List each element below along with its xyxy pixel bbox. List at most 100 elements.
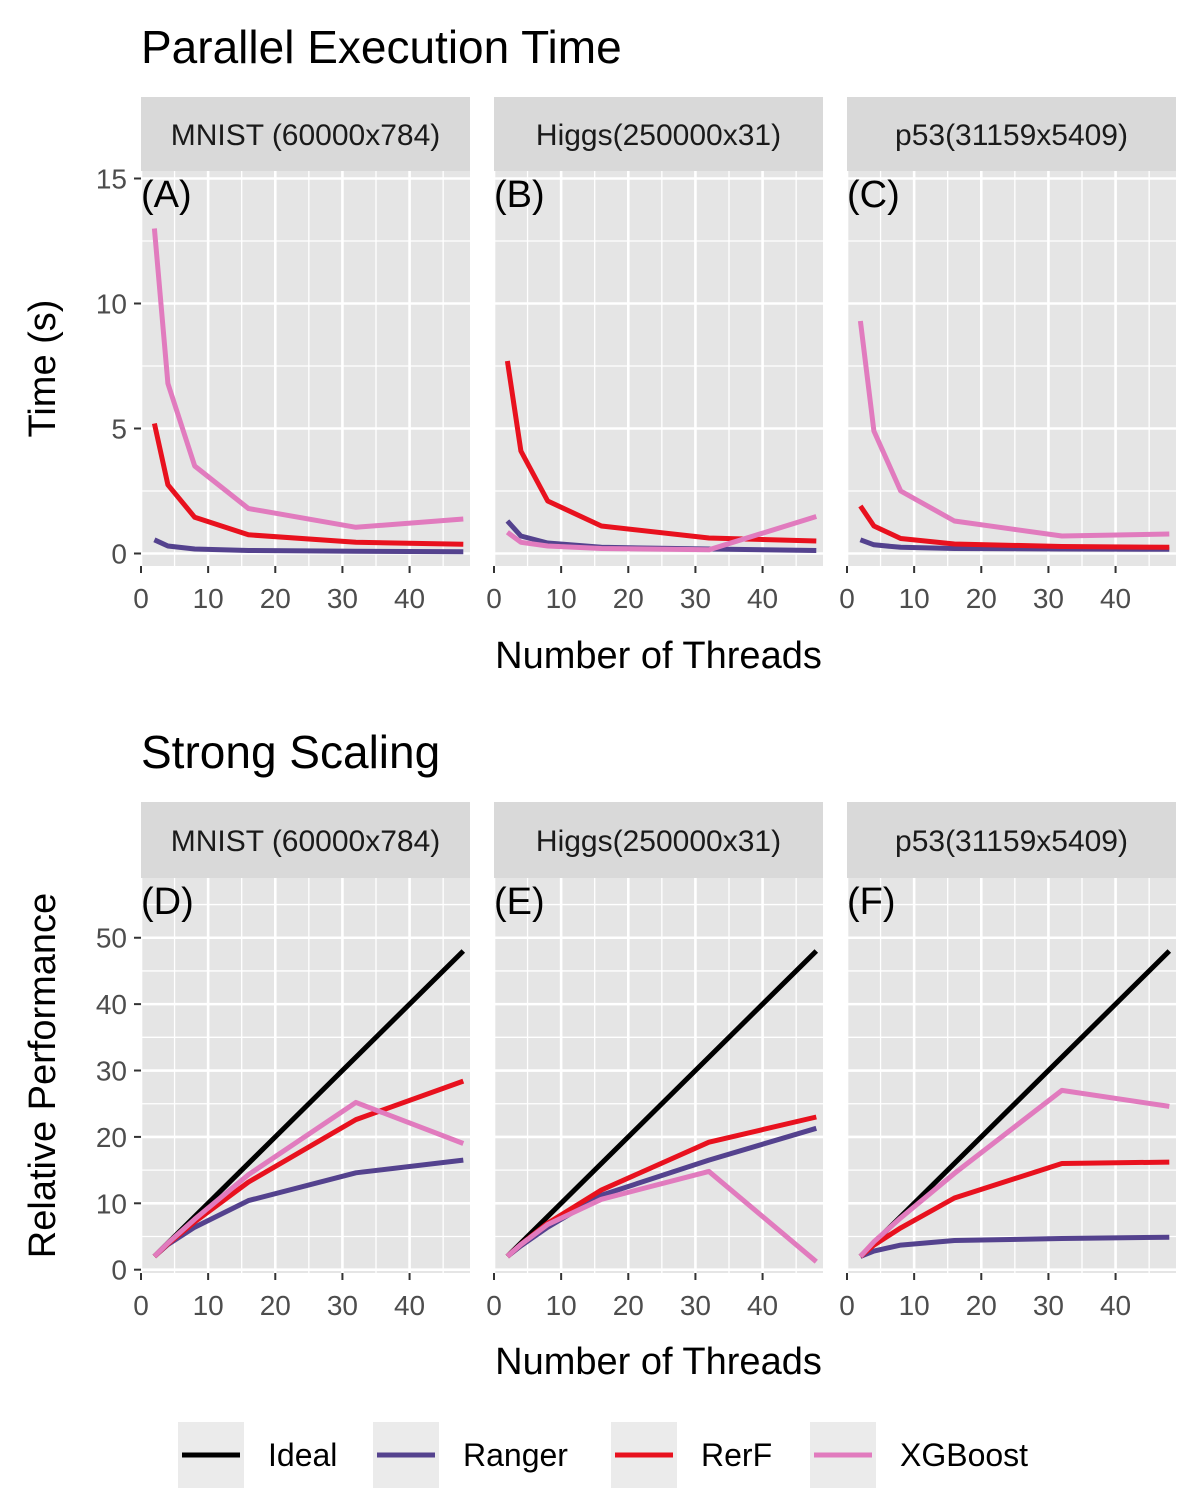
x-tick-label: 10 <box>546 583 577 614</box>
x-tick-label: 20 <box>613 583 644 614</box>
x-tick-label: 30 <box>327 1290 358 1321</box>
panel-tag: (D) <box>141 881 194 923</box>
x-tick-label: 0 <box>486 583 502 614</box>
series-line-xgboost <box>505 1168 818 1264</box>
x-tick-label: 20 <box>260 583 291 614</box>
series-line-ranger <box>859 1234 1170 1259</box>
x-tick-label: 30 <box>327 583 358 614</box>
x-axis-title: Number of Threads <box>495 635 822 677</box>
x-tick-label: 0 <box>839 583 855 614</box>
series-line-xgboost <box>152 1099 465 1259</box>
y-tick-label: 20 <box>96 1122 127 1153</box>
panel-tag: (C) <box>847 174 900 216</box>
facet-strip <box>847 97 1176 171</box>
y-axis-title: Time (s) <box>22 300 64 438</box>
x-tick-label: 10 <box>193 583 224 614</box>
facet-panel-f: p53(31159x5409) 0 10 20 30 40 (F) <box>839 802 1176 1321</box>
x-tick-label: 40 <box>747 1290 778 1321</box>
y-tick-label: 15 <box>96 164 127 195</box>
panel-tag: (B) <box>494 174 545 216</box>
panel-tag: (F) <box>847 881 896 923</box>
facet-strip <box>141 802 470 878</box>
panel-tag: (E) <box>494 881 545 923</box>
legend-label: XGBoost <box>900 1437 1028 1473</box>
series-line-ideal <box>152 949 466 1259</box>
series-line-xgboost <box>857 320 1170 539</box>
facet-panel-d: MNIST (60000x784) 0 10 20 30 40 0 10 20 30 40 50 (D) <box>96 802 470 1321</box>
facet-strip <box>847 802 1176 878</box>
x-tick-label: 0 <box>839 1290 855 1321</box>
panel-background <box>847 878 1176 1273</box>
series-line-ideal <box>505 949 819 1259</box>
panel-background <box>847 171 1176 566</box>
panel-background <box>494 878 823 1273</box>
facet-strip-label: p53(31159x5409) <box>895 119 1128 152</box>
x-axis-title: Number of Threads <box>495 1341 822 1383</box>
legend: Ideal Ranger RerF XGBoost <box>178 1422 1028 1488</box>
x-tick-label: 40 <box>1100 583 1131 614</box>
series-line-rerf <box>504 360 817 544</box>
y-tick-label: 10 <box>96 1188 127 1219</box>
legend-item-rerf: RerF <box>611 1422 772 1488</box>
x-tick-label: 20 <box>966 1290 997 1321</box>
facet-strip-label: Higgs(250000x31) <box>536 825 781 858</box>
series-line-xgboost <box>505 514 818 553</box>
facet-panel-b: Higgs(250000x31) 0 10 20 30 40 (B) <box>486 97 823 614</box>
facet-strip-label: MNIST (60000x784) <box>171 119 441 152</box>
series-line-xgboost <box>858 1087 1170 1259</box>
y-axis-title: Relative Performance <box>22 893 64 1258</box>
y-tick-label: 0 <box>111 1255 127 1286</box>
facet-strip <box>494 97 823 171</box>
panel-background <box>494 171 823 566</box>
x-tick-label: 30 <box>680 1290 711 1321</box>
x-tick-label: 10 <box>899 1290 930 1321</box>
series-line-rerf <box>151 422 464 547</box>
x-tick-label: 30 <box>680 583 711 614</box>
facet-panel-e: Higgs(250000x31) 0 10 20 30 40 (E) <box>486 802 823 1321</box>
y-tick-label: 50 <box>96 923 127 954</box>
x-tick-label: 10 <box>193 1290 224 1321</box>
chart-title: Strong Scaling <box>141 726 440 778</box>
legend-label: Ideal <box>268 1437 337 1473</box>
x-tick-label: 30 <box>1033 1290 1064 1321</box>
legend-item-ranger: Ranger <box>373 1422 568 1488</box>
facet-panel-c: p53(31159x5409) 0 10 20 30 40 (C) <box>839 97 1176 614</box>
y-tick-label: 10 <box>96 289 127 320</box>
y-tick-label: 40 <box>96 989 127 1020</box>
panel-background <box>141 171 470 566</box>
x-tick-label: 30 <box>1033 583 1064 614</box>
legend-label: Ranger <box>463 1437 568 1473</box>
x-tick-label: 0 <box>486 1290 502 1321</box>
chart-strong-scaling: Strong Scaling MNIST (60000x784) 0 10 20 30 4… <box>22 726 1176 1383</box>
series-line-ranger <box>153 537 464 555</box>
facet-strip-label: p53(31159x5409) <box>895 825 1128 858</box>
facet-strip <box>494 802 823 878</box>
legend-item-ideal: Ideal <box>178 1422 337 1488</box>
x-tick-label: 40 <box>394 1290 425 1321</box>
x-tick-label: 0 <box>133 583 149 614</box>
y-tick-label: 30 <box>96 1056 127 1087</box>
x-tick-label: 10 <box>899 583 930 614</box>
facet-strip <box>141 97 470 171</box>
x-tick-label: 10 <box>546 1290 577 1321</box>
x-tick-label: 0 <box>133 1290 149 1321</box>
x-tick-label: 20 <box>613 1290 644 1321</box>
x-tick-label: 40 <box>747 583 778 614</box>
x-tick-label: 20 <box>260 1290 291 1321</box>
x-tick-label: 20 <box>966 583 997 614</box>
panel-background <box>141 878 470 1273</box>
series-line-rerf <box>858 504 1170 550</box>
legend-item-xgboost: XGBoost <box>810 1422 1028 1488</box>
facet-strip-label: Higgs(250000x31) <box>536 119 781 152</box>
panel-tag: (A) <box>141 174 192 216</box>
x-tick-label: 40 <box>1100 1290 1131 1321</box>
facet-strip-label: MNIST (60000x784) <box>171 825 441 858</box>
x-tick-label: 40 <box>394 583 425 614</box>
y-tick-label: 5 <box>111 414 127 445</box>
y-tick-label: 0 <box>111 539 127 570</box>
facet-panel-a: MNIST (60000x784) 0 10 20 30 40 0 5 10 15 (A) <box>96 97 470 614</box>
chart-parallel-execution-time: Parallel Execution Time MNIST (60000x784… <box>22 21 1176 677</box>
chart-title: Parallel Execution Time <box>141 21 622 73</box>
legend-label: RerF <box>701 1437 772 1473</box>
